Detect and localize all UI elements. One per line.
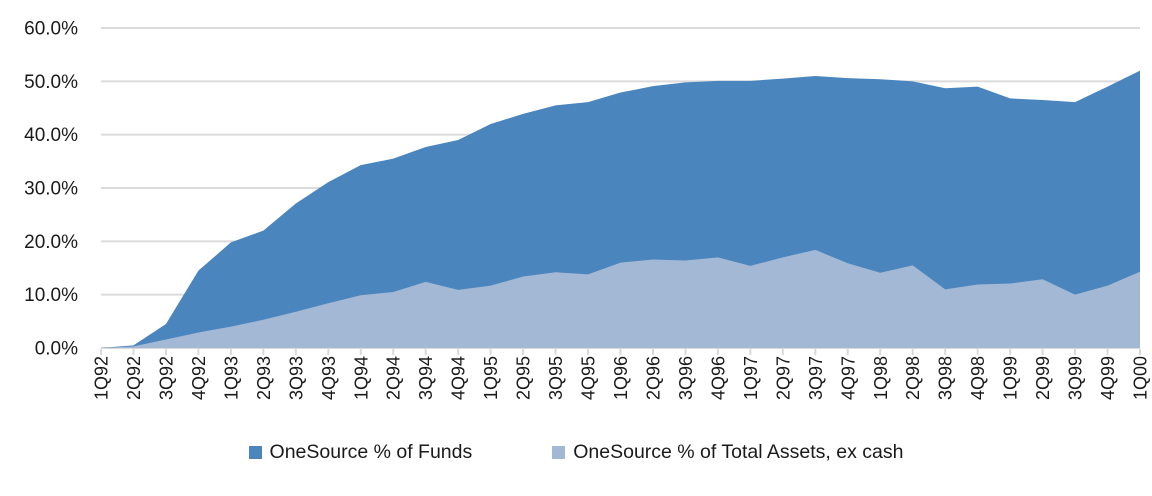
x-axis-label: 4Q98 (968, 356, 988, 400)
x-axis-label: 2Q96 (643, 356, 663, 400)
x-axis-label: 1Q94 (351, 356, 371, 400)
y-axis-label: 0.0% (35, 339, 78, 360)
x-axis-label: 2Q93 (254, 356, 274, 400)
funds-series-swatch-icon (248, 446, 262, 459)
x-axis-label: 4Q95 (579, 356, 599, 400)
y-axis-label: 10.0% (24, 285, 78, 306)
x-axis-label: 1Q99 (1001, 356, 1021, 400)
x-axis-label: 2Q99 (1033, 356, 1053, 400)
x-axis-label: 2Q92 (124, 356, 144, 400)
x-axis-label: 3Q98 (936, 356, 956, 400)
x-axis-label: 3Q99 (1066, 356, 1086, 400)
x-axis-label: 3Q92 (156, 356, 176, 400)
x-axis-label: 3Q93 (286, 356, 306, 400)
chart-legend: OneSource % of Funds OneSource % of Tota… (0, 441, 1152, 464)
x-axis-label: 1Q96 (611, 356, 631, 400)
x-axis-label: 3Q96 (676, 356, 696, 400)
x-axis-label: 4Q92 (189, 356, 209, 400)
x-axis-label: 4Q96 (708, 356, 728, 400)
x-axis-label: 1Q97 (741, 356, 761, 400)
legend-item-assets: OneSource % of Total Assets, ex cash (552, 441, 903, 464)
x-axis-label: 1Q92 (92, 356, 112, 400)
x-axis-label: 2Q97 (773, 356, 793, 400)
x-axis-label: 1Q93 (221, 356, 241, 400)
x-axis-label: 4Q97 (838, 356, 858, 400)
x-axis-label: 3Q94 (416, 356, 436, 400)
x-axis-label: 1Q95 (481, 356, 501, 400)
y-axis-label: 20.0% (24, 232, 78, 253)
legend-item-funds: OneSource % of Funds (248, 441, 473, 464)
assets-area-series (101, 249, 1140, 348)
x-axis-label: 2Q94 (384, 356, 404, 400)
funds-series-label: OneSource % of Funds (269, 441, 473, 463)
x-axis-label: 1Q98 (871, 356, 891, 400)
x-axis-label: 1Q00 (1131, 356, 1151, 400)
x-axis-label: 2Q95 (514, 356, 534, 400)
y-axis-label: 40.0% (24, 125, 78, 146)
assets-series-swatch-icon (552, 446, 566, 459)
y-axis-label: 50.0% (24, 72, 78, 93)
x-axis-label: 4Q94 (449, 356, 469, 400)
y-axis-label: 60.0% (24, 19, 78, 40)
x-axis-label: 3Q95 (546, 356, 566, 400)
x-axis-label: 3Q97 (806, 356, 826, 400)
x-axis-label: 2Q98 (903, 356, 923, 400)
y-axis-label: 30.0% (24, 179, 78, 200)
x-axis-label: 4Q99 (1098, 356, 1118, 400)
x-axis-label: 4Q93 (319, 356, 339, 400)
assets-series-label: OneSource % of Total Assets, ex cash (573, 441, 904, 463)
